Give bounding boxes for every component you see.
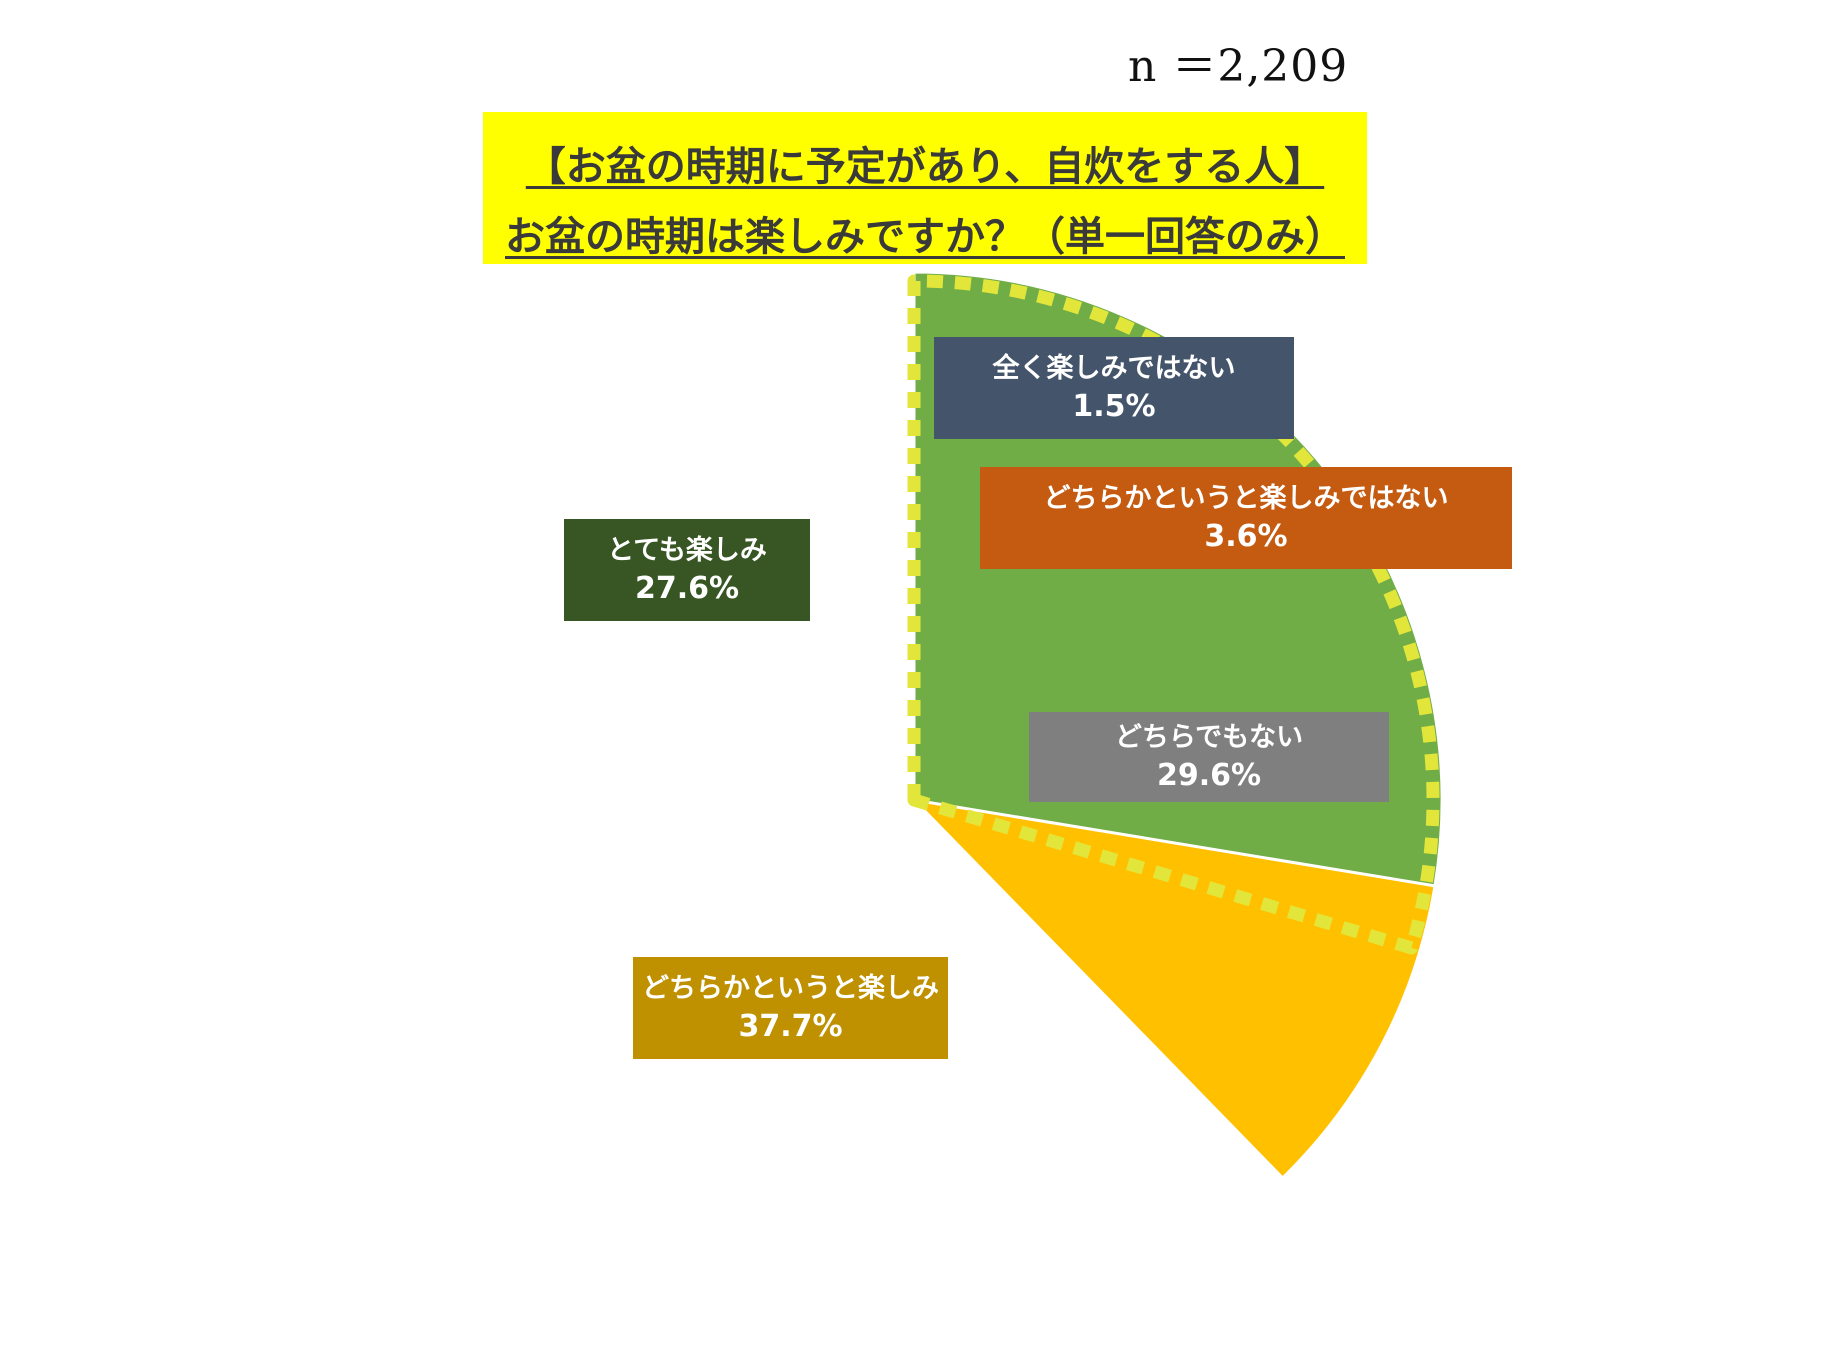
slice-label-name: どちらかというと楽しみ xyxy=(642,973,939,1004)
slice-label-value: 3.6% xyxy=(1204,519,1288,554)
chart-title-box: 【お盆の時期に予定があり、自炊をする人】 お盆の時期は楽しみですか？（単一回答の… xyxy=(483,112,1367,264)
chart-title-line-1: 【お盆の時期に予定があり、自炊をする人】 xyxy=(525,144,1325,190)
slice-label-value: 29.6% xyxy=(1156,758,1262,793)
slice-label-value: 1.5% xyxy=(1072,389,1156,424)
chart-title-line-2: お盆の時期は楽しみですか？（単一回答のみ） xyxy=(505,214,1345,260)
slice-label-name: どちらかというと楽しみではない xyxy=(1043,483,1449,514)
slice-label-somewhat-not: どちらかというと楽しみではない 3.6% xyxy=(980,467,1512,569)
slice-label-name: どちらでもない xyxy=(1114,722,1304,753)
slice-label-not-at-all: 全く楽しみではない 1.5% xyxy=(934,337,1294,439)
sample-size: n ＝2,209 xyxy=(1128,41,1349,92)
slice-label-value: 27.6% xyxy=(634,571,740,606)
slice-label-value: 37.7% xyxy=(738,1009,843,1044)
slice-label-name: 全く楽しみではない xyxy=(992,353,1236,384)
highlight-outline xyxy=(907,274,1440,955)
slice-label-neither: どちらでもない 29.6% xyxy=(1029,712,1389,802)
slice-label-somewhat-looking-forward: どちらかというと楽しみ 37.7% xyxy=(633,957,948,1059)
slice-label-very-looking-forward: とても楽しみ 27.6% xyxy=(564,519,810,621)
slice-label-name: とても楽しみ xyxy=(607,535,767,566)
